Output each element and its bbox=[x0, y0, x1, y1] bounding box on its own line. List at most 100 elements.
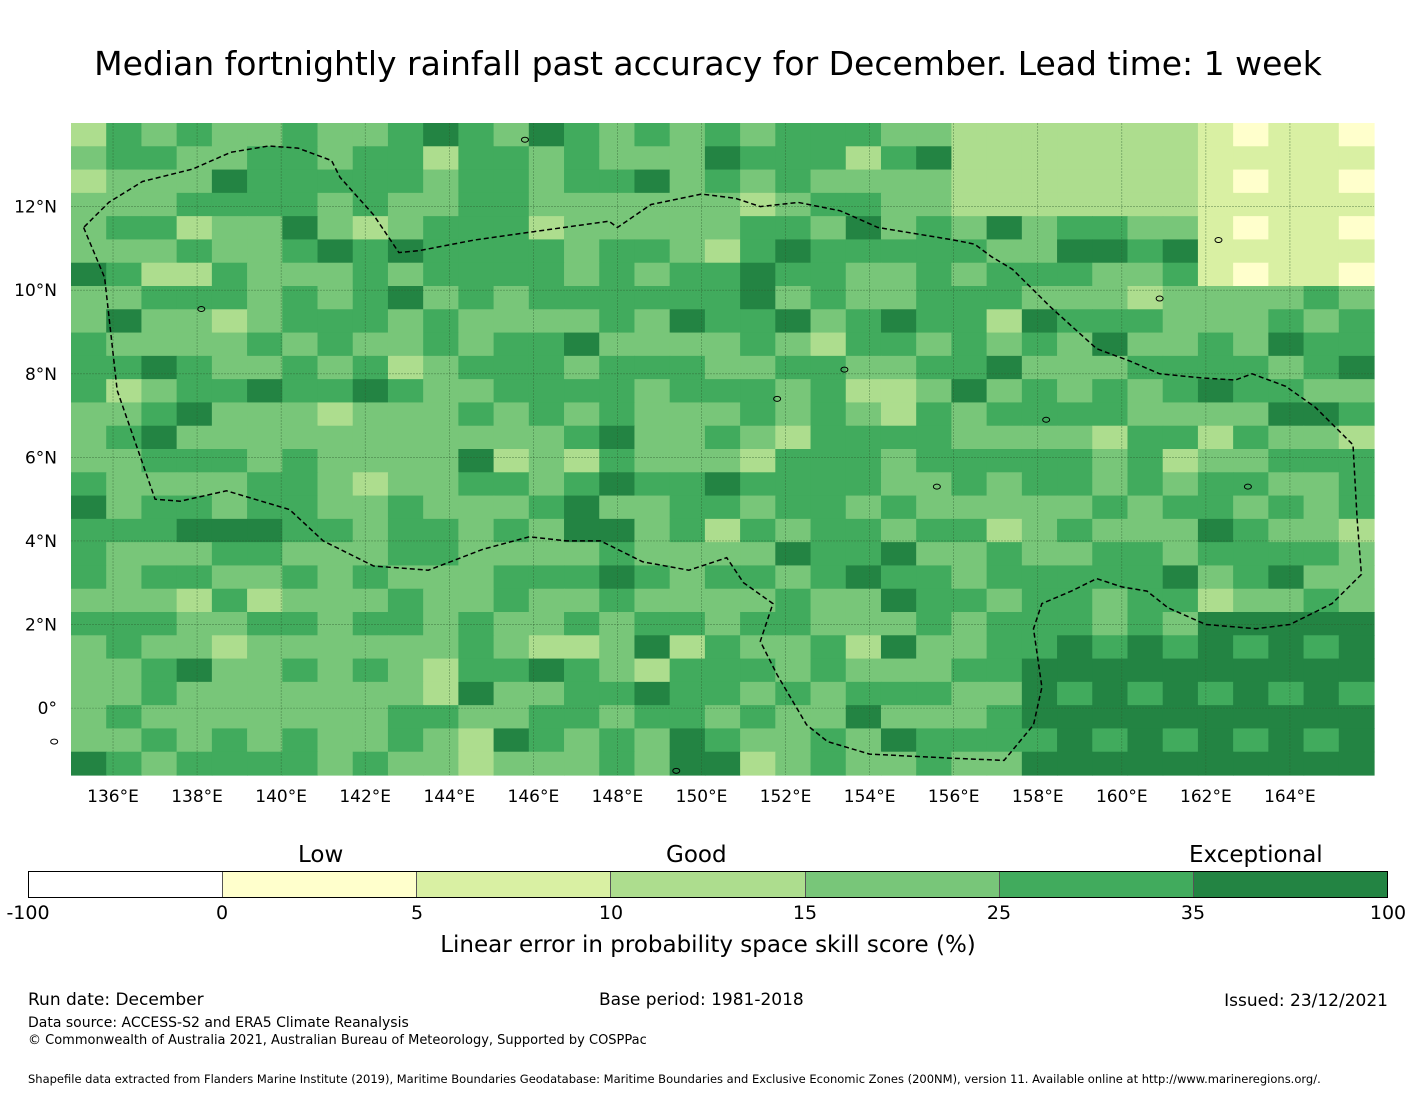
lat-tick-label: 4°N bbox=[25, 532, 57, 552]
skill-cell bbox=[211, 146, 248, 171]
skill-cell bbox=[387, 705, 424, 730]
skill-cell bbox=[1057, 286, 1093, 310]
skill-cell bbox=[775, 588, 812, 613]
skill-cell bbox=[951, 309, 988, 334]
skill-cell bbox=[528, 239, 565, 264]
skill-cell bbox=[951, 402, 988, 427]
skill-cell bbox=[564, 332, 600, 357]
skill-cell bbox=[423, 658, 459, 683]
skill-cell bbox=[141, 681, 178, 706]
skill-cell bbox=[211, 518, 248, 543]
skill-cell bbox=[1162, 239, 1199, 264]
skill-cell bbox=[1162, 751, 1199, 776]
skill-cell bbox=[634, 355, 671, 380]
skill-cell bbox=[951, 612, 988, 636]
skill-cell bbox=[493, 472, 530, 497]
skill-cell bbox=[1233, 705, 1269, 730]
skill-cell bbox=[493, 216, 530, 241]
skill-cell bbox=[845, 239, 882, 264]
skill-cell bbox=[282, 518, 319, 543]
skill-cell bbox=[564, 472, 600, 497]
skill-cell bbox=[176, 565, 213, 590]
skill-cell bbox=[1338, 658, 1375, 683]
skill-cell bbox=[669, 192, 706, 217]
skill-cell bbox=[775, 751, 812, 776]
skill-cell bbox=[775, 169, 812, 194]
skill-cell bbox=[1268, 262, 1305, 287]
skill-cell bbox=[916, 518, 953, 543]
data-source: Data source: ACCESS-S2 and ERA5 Climate … bbox=[28, 1015, 409, 1031]
skill-cell bbox=[1092, 262, 1129, 287]
skill-cell bbox=[986, 565, 1023, 590]
skill-cell bbox=[106, 192, 143, 217]
skill-cell bbox=[775, 355, 812, 380]
skill-cell bbox=[106, 379, 143, 404]
skill-cell bbox=[106, 309, 143, 334]
island-outline bbox=[773, 395, 782, 402]
colorbar-tick: 0 bbox=[215, 902, 229, 924]
skill-cell bbox=[1338, 565, 1375, 590]
skill-cell bbox=[880, 239, 917, 264]
skill-cell bbox=[1057, 379, 1093, 404]
skill-cell bbox=[810, 542, 847, 567]
skill-cell bbox=[1162, 262, 1199, 287]
skill-cell bbox=[1127, 379, 1164, 404]
skill-cell bbox=[810, 123, 847, 147]
skill-cell bbox=[1127, 332, 1164, 357]
skill-cell bbox=[951, 751, 988, 776]
skill-cell bbox=[317, 449, 354, 473]
skill-cell bbox=[704, 495, 741, 520]
skill-cell bbox=[1197, 379, 1234, 404]
skill-cell bbox=[1233, 518, 1269, 543]
skill-cell bbox=[669, 728, 706, 753]
skill-cell bbox=[740, 751, 776, 776]
skill-cell bbox=[211, 635, 248, 660]
skill-cell bbox=[352, 332, 389, 357]
skill-cell bbox=[810, 495, 847, 520]
skill-cell bbox=[387, 123, 424, 147]
skill-cell bbox=[810, 705, 847, 730]
skill-cell bbox=[1021, 728, 1058, 753]
skill-cell bbox=[775, 728, 812, 753]
skill-cell bbox=[458, 728, 495, 753]
skill-cell bbox=[141, 472, 178, 497]
skill-cell bbox=[1338, 588, 1375, 613]
skill-cell bbox=[176, 449, 213, 473]
skill-cell bbox=[951, 728, 988, 753]
skill-cell bbox=[493, 123, 530, 147]
skill-cell bbox=[1268, 309, 1305, 334]
skill-cell bbox=[458, 262, 495, 287]
skill-cell bbox=[564, 146, 600, 171]
skill-cell bbox=[1338, 192, 1375, 217]
skill-cell bbox=[669, 565, 706, 590]
skill-cell bbox=[387, 262, 424, 287]
skill-cell bbox=[1057, 518, 1093, 543]
skill-cell bbox=[176, 681, 213, 706]
skill-cell bbox=[951, 146, 988, 171]
skill-cell bbox=[352, 379, 389, 404]
skill-cell bbox=[704, 518, 741, 543]
skill-cell bbox=[282, 379, 319, 404]
skill-cell bbox=[986, 402, 1023, 427]
skill-cell bbox=[1127, 635, 1164, 660]
skill-cell bbox=[317, 658, 354, 683]
skill-cell bbox=[282, 123, 319, 147]
skill-cell bbox=[317, 216, 354, 241]
skill-cell bbox=[352, 425, 389, 450]
skill-cell bbox=[141, 309, 178, 334]
skill-cell bbox=[1197, 192, 1234, 217]
lon-tick-label: 144°E bbox=[423, 787, 475, 807]
skill-cell bbox=[880, 216, 917, 241]
skill-cell bbox=[141, 588, 178, 613]
skill-cell bbox=[352, 612, 389, 636]
skill-cell bbox=[387, 635, 424, 660]
skill-cell bbox=[282, 169, 319, 194]
skill-cell bbox=[564, 495, 600, 520]
skill-cell bbox=[986, 379, 1023, 404]
coastlines bbox=[50, 136, 1252, 774]
skill-cell bbox=[564, 286, 600, 310]
skill-cell bbox=[458, 169, 495, 194]
skill-cell bbox=[1197, 472, 1234, 497]
skill-cell bbox=[951, 123, 988, 147]
skill-cell bbox=[775, 635, 812, 660]
